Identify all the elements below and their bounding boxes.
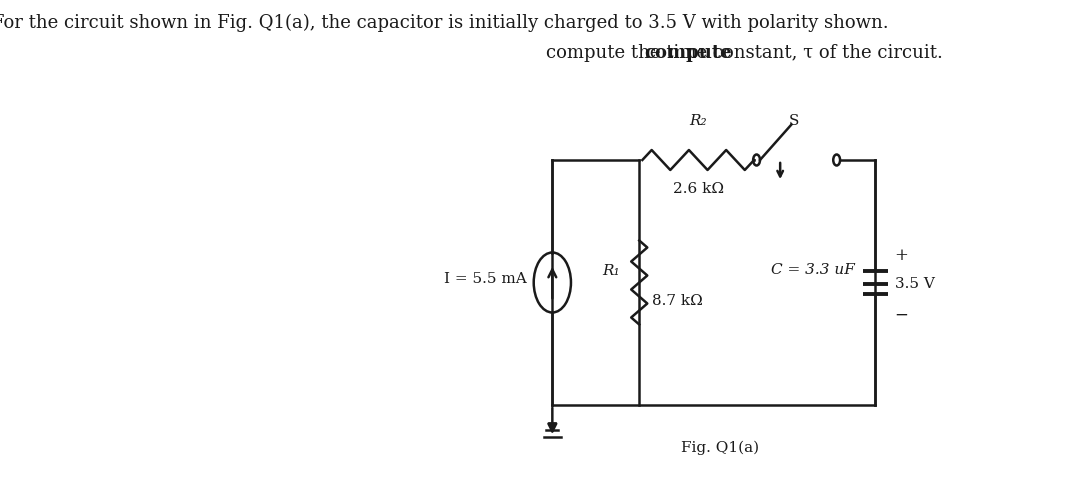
- Text: 2.6 kΩ: 2.6 kΩ: [673, 182, 724, 196]
- Text: 3.5 V: 3.5 V: [895, 276, 935, 291]
- Text: R₁: R₁: [603, 264, 620, 277]
- Text: S: S: [788, 114, 799, 128]
- Text: For the circuit shown in Fig. Q1(a), the capacitor is initially charged to 3.5 V: For the circuit shown in Fig. Q1(a), the…: [0, 14, 889, 32]
- Text: R₂: R₂: [689, 114, 707, 128]
- Text: Fig. Q1(a): Fig. Q1(a): [680, 441, 759, 455]
- Text: I = 5.5 mA: I = 5.5 mA: [444, 271, 526, 286]
- Text: −: −: [894, 307, 907, 324]
- Text: 8.7 kΩ: 8.7 kΩ: [652, 294, 703, 308]
- Text: compute: compute: [644, 44, 732, 62]
- Text: +: +: [894, 247, 907, 264]
- Text: C = 3.3 uF: C = 3.3 uF: [771, 263, 855, 276]
- Text: compute the time constant, τ of the circuit.: compute the time constant, τ of the circ…: [546, 44, 943, 62]
